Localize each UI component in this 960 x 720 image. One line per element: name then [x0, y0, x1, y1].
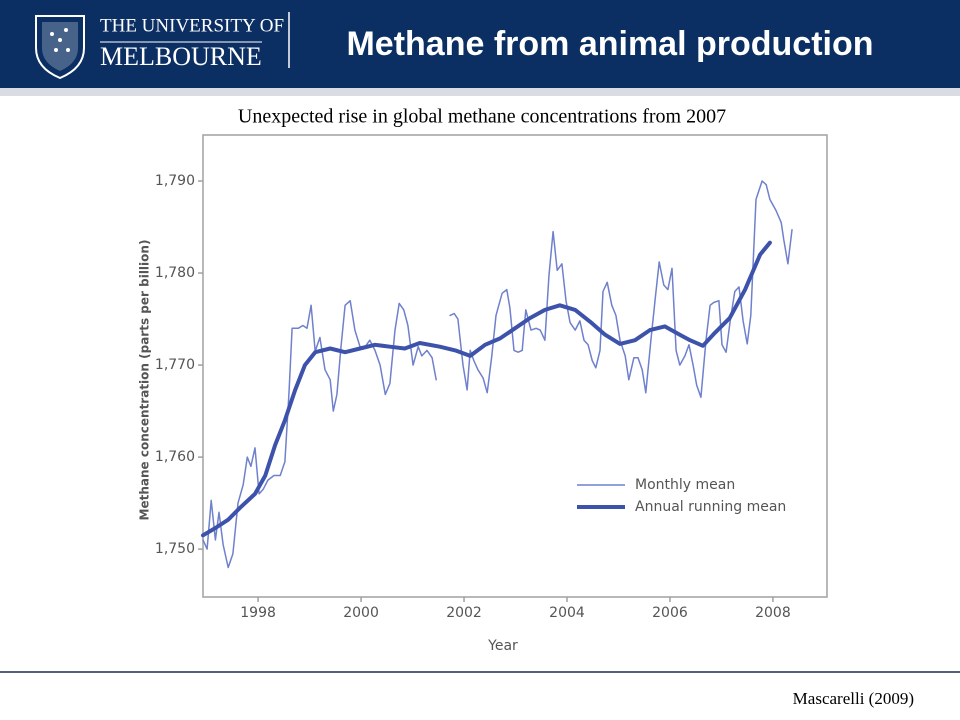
slide-title: Methane from animal production [346, 25, 873, 63]
series-line [202, 299, 437, 569]
y-tick-label: 1,760 [155, 449, 195, 465]
citation: Mascarelli (2009) [793, 689, 914, 708]
logo-crest [35, 15, 85, 80]
y-tick-label: 1,790 [155, 173, 195, 189]
plot-frame [202, 134, 828, 598]
header-stripe [0, 88, 960, 96]
series-line [201, 240, 772, 538]
y-axis-label: Methane concentration (parts per billion… [138, 240, 152, 521]
header-band [0, 0, 960, 88]
legend-label: Annual running mean [635, 499, 786, 515]
chart-title: Unexpected rise in global methane concen… [238, 106, 726, 128]
university-line1: THE UNIVERSITY OF [100, 15, 284, 36]
x-tick-label: 2000 [343, 605, 379, 621]
x-tick-label: 1998 [240, 605, 276, 621]
legend-label: Monthly mean [635, 477, 735, 493]
x-tick-label: 2006 [652, 605, 688, 621]
x-tick-label: 2002 [446, 605, 482, 621]
x-tick-label: 2004 [549, 605, 585, 621]
university-line2: MELBOURNE [100, 42, 262, 71]
y-tick-label: 1,780 [155, 265, 195, 281]
series-line [449, 180, 793, 399]
x-axis-label: Year [487, 638, 518, 654]
y-tick-label: 1,750 [155, 541, 195, 557]
y-tick-label: 1,770 [155, 357, 195, 373]
x-tick-label: 2008 [755, 605, 791, 621]
